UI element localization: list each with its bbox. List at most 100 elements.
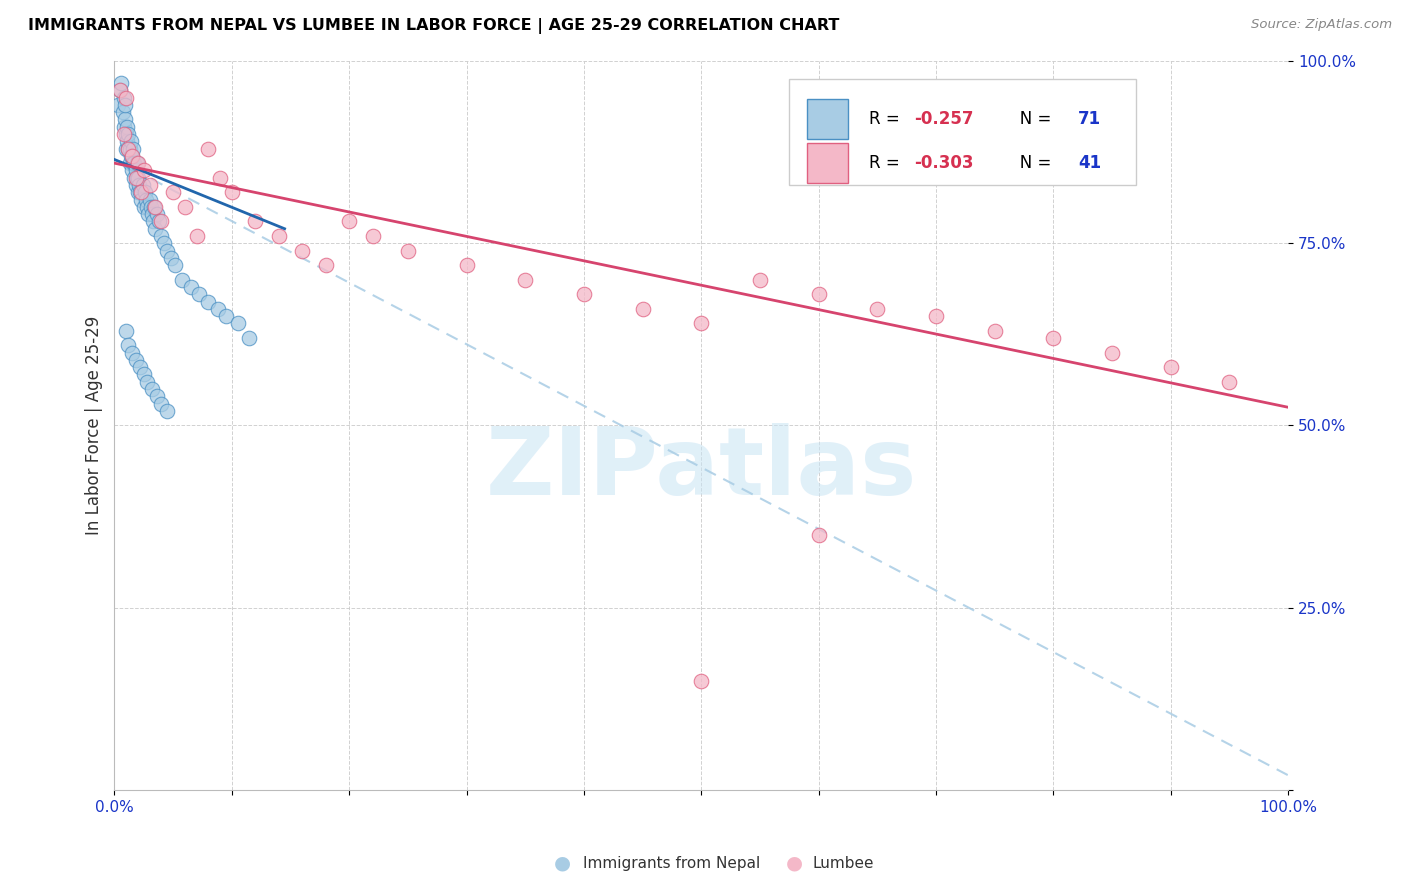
- Point: [150, 214, 173, 228]
- Point: [983, 324, 1005, 338]
- Point: [132, 368, 155, 382]
- Point: [187, 287, 209, 301]
- Point: [117, 134, 139, 148]
- FancyBboxPatch shape: [807, 99, 848, 139]
- Point: [807, 528, 830, 542]
- Point: [139, 200, 162, 214]
- Point: [128, 178, 150, 192]
- Point: [226, 317, 249, 331]
- Point: [925, 309, 948, 323]
- Point: [156, 404, 179, 418]
- Point: [124, 170, 146, 185]
- Point: [127, 170, 149, 185]
- Point: [121, 149, 143, 163]
- Point: [221, 186, 243, 200]
- Point: [1160, 360, 1182, 375]
- Point: [110, 83, 132, 97]
- Point: [115, 90, 138, 104]
- Point: [135, 193, 157, 207]
- Point: [631, 301, 654, 316]
- Point: [145, 221, 167, 235]
- Point: [145, 200, 167, 214]
- Point: [1101, 345, 1123, 359]
- Point: [245, 214, 267, 228]
- Point: [138, 207, 160, 221]
- Point: [156, 244, 179, 258]
- Point: [115, 142, 138, 156]
- Point: [396, 244, 419, 258]
- Text: N =: N =: [1004, 154, 1057, 172]
- Point: [121, 345, 143, 359]
- Point: [866, 301, 889, 316]
- Point: [129, 186, 152, 200]
- Point: [138, 178, 160, 192]
- Point: [129, 360, 152, 375]
- Point: [117, 127, 139, 141]
- Point: [112, 90, 135, 104]
- Point: [152, 236, 174, 251]
- Point: [267, 229, 290, 244]
- Point: [114, 98, 136, 112]
- Point: [807, 287, 830, 301]
- Point: [690, 673, 713, 688]
- Point: [456, 258, 478, 272]
- Point: [749, 273, 772, 287]
- Point: [1042, 331, 1064, 345]
- Text: -0.303: -0.303: [914, 154, 973, 172]
- Text: 71: 71: [1078, 111, 1101, 128]
- Point: [110, 76, 132, 90]
- Text: Lumbee: Lumbee: [813, 856, 875, 871]
- Point: [337, 214, 360, 228]
- Point: [111, 105, 134, 120]
- Point: [131, 193, 153, 207]
- Point: [124, 178, 146, 192]
- FancyBboxPatch shape: [807, 143, 848, 183]
- Point: [120, 134, 142, 148]
- Point: [127, 156, 149, 170]
- Point: [136, 200, 159, 214]
- Text: N =: N =: [1004, 111, 1057, 128]
- Point: [131, 178, 153, 192]
- Point: [207, 301, 229, 316]
- Point: [145, 207, 167, 221]
- Point: [209, 170, 232, 185]
- Point: [1218, 375, 1240, 389]
- Point: [124, 156, 146, 170]
- Point: [124, 352, 146, 367]
- Point: [117, 120, 139, 134]
- Point: [291, 244, 314, 258]
- Point: [117, 338, 139, 352]
- Point: [690, 317, 713, 331]
- Y-axis label: In Labor Force | Age 25-29: In Labor Force | Age 25-29: [86, 316, 103, 535]
- Point: [132, 200, 155, 214]
- FancyBboxPatch shape: [789, 79, 1136, 185]
- Text: R =: R =: [869, 111, 905, 128]
- Point: [132, 163, 155, 178]
- Point: [118, 156, 141, 170]
- Text: ●: ●: [554, 854, 571, 873]
- Point: [150, 229, 173, 244]
- Point: [238, 331, 260, 345]
- Point: [125, 156, 148, 170]
- Point: [107, 98, 129, 112]
- Point: [165, 258, 187, 272]
- Point: [115, 127, 138, 141]
- Point: [197, 294, 219, 309]
- Point: [150, 396, 173, 410]
- Point: [122, 156, 145, 170]
- Point: [162, 186, 184, 200]
- Point: [122, 142, 145, 156]
- Point: [197, 142, 219, 156]
- Point: [110, 83, 132, 97]
- Point: [148, 214, 170, 228]
- Point: [186, 229, 208, 244]
- Point: [121, 149, 143, 163]
- Point: [159, 251, 181, 265]
- Point: [124, 163, 146, 178]
- Point: [117, 142, 139, 156]
- Text: -0.257: -0.257: [914, 111, 973, 128]
- Point: [145, 389, 167, 403]
- Point: [361, 229, 384, 244]
- Point: [173, 200, 195, 214]
- Text: R =: R =: [869, 154, 905, 172]
